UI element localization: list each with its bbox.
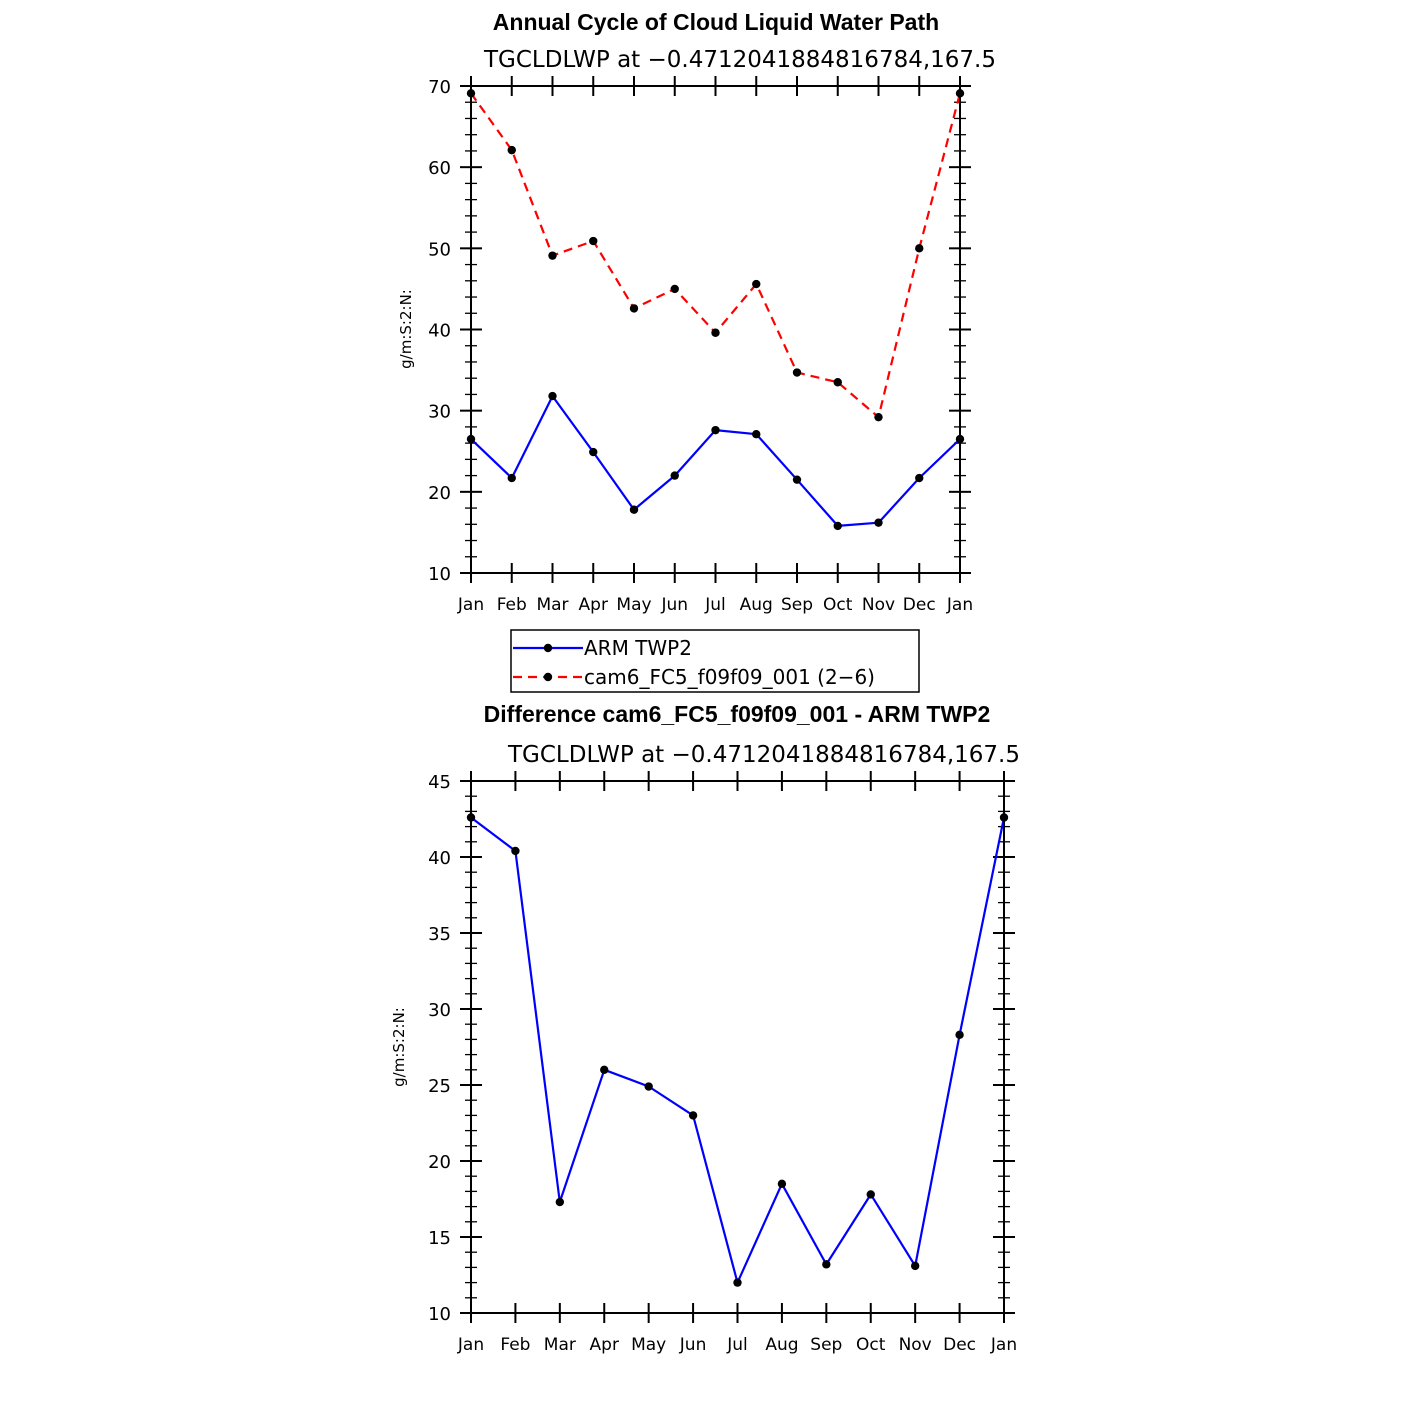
chart-2-x-tick-label: Dec xyxy=(943,1335,976,1355)
chart-1-y-tick-label: 30 xyxy=(428,402,451,423)
chart-annual-cycle: Annual Cycle of Cloud Liquid Water Path … xyxy=(397,9,996,615)
chart-2-x-tick-label: Apr xyxy=(590,1335,619,1355)
chart-1-series-1-point xyxy=(629,505,639,514)
chart-2-series-1-point xyxy=(733,1278,742,1287)
chart-1-y-tick-label: 50 xyxy=(428,239,451,260)
chart-1-y-tick-label: 10 xyxy=(428,564,451,585)
chart-1-y-tick-label: 70 xyxy=(428,77,451,98)
chart-1-series-2-point xyxy=(792,368,802,377)
chart-1-series-2-point xyxy=(833,378,842,387)
chart-2-series-1-point xyxy=(511,846,520,856)
chart-1-plot-frame xyxy=(470,85,961,574)
legend-box xyxy=(510,629,920,693)
chart-2-series-1-point xyxy=(866,1190,875,1199)
chart-1-x-tick-label: Sep xyxy=(781,595,813,615)
chart-1-series-2-point xyxy=(752,279,761,289)
chart-1-subtitle: TGCLDLWP at −0.4712041884816784,167.5 xyxy=(483,47,996,73)
chart-2-y-tick-label: 25 xyxy=(428,1076,451,1097)
chart-1-series-1-point xyxy=(507,473,516,483)
chart-2-x-tick-label: Jan xyxy=(990,1335,1017,1355)
chart-1-title: Annual Cycle of Cloud Liquid Water Path xyxy=(493,9,939,35)
chart-2-x-tick-label: Nov xyxy=(899,1335,932,1355)
chart-2-x-tick-label: Feb xyxy=(500,1335,530,1355)
chart-2-y-tick-label: 40 xyxy=(428,848,451,869)
chart-1-series-2-point xyxy=(874,412,883,422)
chart-1-series-2-point xyxy=(548,251,557,260)
legend-label-cam6: cam6_FC5_f09f09_001 (2−6) xyxy=(584,665,875,689)
chart-1-series-1-point xyxy=(874,518,883,527)
chart-1-y-tick-label: 60 xyxy=(428,158,451,179)
chart-2-series-1-point xyxy=(910,1261,920,1271)
chart-1-x-tick-label: Oct xyxy=(823,595,853,615)
chart-1-x-tick-label: Apr xyxy=(579,595,608,615)
chart-2-y-tick-label: 20 xyxy=(428,1152,451,1173)
chart-1-x-tick-label: Nov xyxy=(862,595,895,615)
chart-1-series-2-point xyxy=(711,328,720,337)
chart-2-y-tick-label: 45 xyxy=(428,772,451,793)
chart-2-plot-frame xyxy=(470,780,1005,1314)
chart-2-x-tick-label: Jul xyxy=(726,1335,748,1355)
chart-1-x-tick-label: Jun xyxy=(660,595,688,615)
chart-1-x-tick-label: Mar xyxy=(536,595,568,615)
chart-1-series-1-point xyxy=(711,425,720,435)
chart-2-x-tick-label: Jun xyxy=(679,1335,707,1355)
chart-2-y-tick-label: 10 xyxy=(428,1304,451,1325)
chart-2-x-tick-label: Sep xyxy=(810,1335,842,1355)
chart-2-x-tick-label: Aug xyxy=(765,1335,798,1355)
chart-1-series-2-point xyxy=(589,236,598,246)
chart-2-series-1-point xyxy=(822,1260,831,1269)
chart-2-series-1-point xyxy=(955,1030,964,1040)
chart-2-series-1-point xyxy=(688,1111,698,1120)
chart-2-x-tick-label: Mar xyxy=(544,1335,576,1355)
chart-1-legend: ARM TWP2 cam6_FC5_f09f09_001 (2−6) xyxy=(510,629,920,693)
chart-1-series-1-point xyxy=(792,475,802,484)
chart-1-x-tick-label: Jan xyxy=(457,595,484,615)
legend-swatch-cam6-marker xyxy=(543,672,553,682)
chart-2-y-axis-label: g/m:S:2:N: xyxy=(390,1007,408,1087)
chart-1-x-tick-label: Jul xyxy=(704,595,726,615)
chart-2-y-tick-label: 35 xyxy=(428,924,451,945)
chart-1-y-tick-label: 40 xyxy=(428,321,451,342)
chart-1-x-tick-label: Dec xyxy=(903,595,936,615)
chart-1-x-tick-label: May xyxy=(616,595,651,615)
chart-2-y-tick-label: 30 xyxy=(428,1000,451,1021)
chart-2-x-tick-label: Oct xyxy=(856,1335,886,1355)
chart-1-series-1-point xyxy=(752,430,761,439)
chart-1-series xyxy=(466,89,965,531)
chart-1-x-tick-label: Feb xyxy=(497,595,527,615)
chart-2-x-tick-label: May xyxy=(631,1335,666,1355)
chart-1-series-1-point xyxy=(915,473,924,483)
legend-label-arm: ARM TWP2 xyxy=(584,636,692,660)
chart-1-x-tick-label: Aug xyxy=(740,595,773,615)
chart-2-x-tick-label: Jan xyxy=(457,1335,484,1355)
chart-1-series-2-point xyxy=(915,244,924,253)
chart-1-y-axis-label: g/m:S:2:N: xyxy=(397,289,415,369)
chart-difference: Difference cam6_FC5_f09f09_001 - ARM TWP… xyxy=(390,701,1020,1355)
chart-2-series-1-point xyxy=(555,1197,565,1207)
chart-1-series-2-point xyxy=(670,284,679,294)
chart-1-series-1-point xyxy=(670,471,679,480)
chart-2-series-1-point xyxy=(777,1179,787,1189)
chart-1-x-tick-label: Jan xyxy=(946,595,973,615)
chart-2-series-1-point xyxy=(644,1082,653,1091)
chart-2-y-tick-label: 15 xyxy=(428,1228,451,1249)
chart-1-y-tick-label: 20 xyxy=(428,483,451,504)
chart-1-series-2-point xyxy=(507,145,516,155)
chart-1-series-1-point xyxy=(833,521,842,531)
legend-swatch-arm-marker xyxy=(543,643,553,653)
chart-2-title: Difference cam6_FC5_f09f09_001 - ARM TWP… xyxy=(484,701,991,727)
chart-2-ticks: Jan Feb Mar Apr May Jun Jul Aug Sep Oct Nov Dec Jan 1… xyxy=(428,771,1017,1355)
chart-2-series-1-point xyxy=(600,1065,609,1075)
chart-2-subtitle: TGCLDLWP at −0.4712041884816784,167.5 xyxy=(507,742,1020,768)
chart-2-series xyxy=(466,813,1009,1287)
chart-1-series-1-point xyxy=(548,391,557,401)
chart-1-series-2-point xyxy=(629,304,639,313)
chart-1-series-1-point xyxy=(589,447,598,457)
